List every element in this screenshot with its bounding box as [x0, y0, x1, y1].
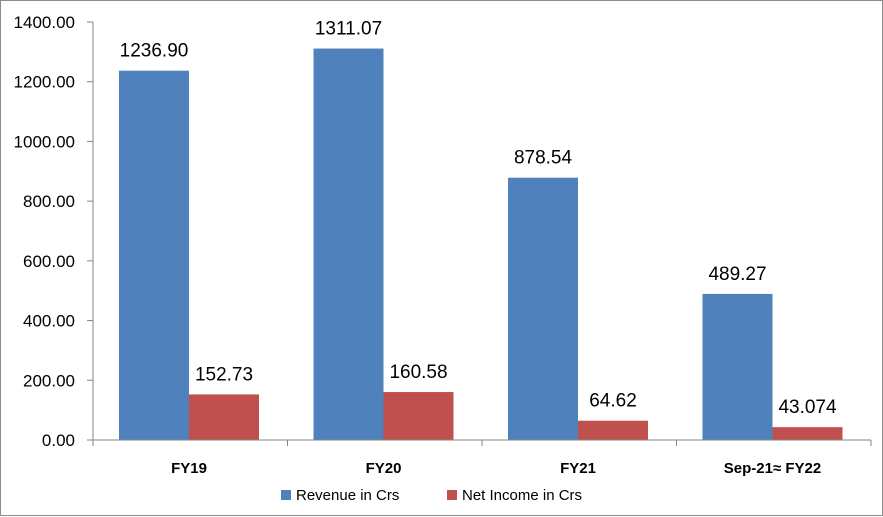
x-tick-label: FY21 — [560, 460, 596, 477]
legend-label-net-income: Net Income in Crs — [462, 487, 582, 504]
data-label: 152.73 — [195, 364, 253, 385]
x-tick-label: Sep-21≈ FY22 — [724, 460, 821, 477]
data-label: 1236.90 — [120, 41, 189, 62]
y-tick-label: 1200.00 — [14, 73, 75, 92]
data-label: 489.27 — [708, 264, 766, 285]
y-tick-label: 1400.00 — [14, 13, 75, 32]
data-label: 1311.07 — [315, 19, 382, 40]
y-tick-label: 200.00 — [23, 371, 75, 390]
x-tick-label: FY19 — [171, 460, 207, 477]
legend-label-revenue: Revenue in Crs — [296, 487, 399, 504]
data-label: 43.074 — [778, 397, 837, 418]
y-tick-label: 800.00 — [23, 192, 75, 211]
bar-revenue-3 — [702, 293, 773, 440]
legend-swatch-net-income — [447, 490, 457, 500]
bar-revenue-0 — [119, 70, 189, 441]
bar-net-income-1 — [383, 392, 454, 440]
bar-revenue-2 — [508, 177, 578, 440]
x-tick-label: FY20 — [366, 460, 402, 477]
y-tick-label: 400.00 — [23, 312, 75, 331]
y-tick-label: 0.00 — [42, 431, 75, 450]
data-label: 878.54 — [514, 148, 573, 169]
y-tick-label: 600.00 — [23, 252, 75, 271]
bar-net-income-2 — [578, 420, 648, 440]
bar-net-income-0 — [189, 394, 259, 440]
legend-swatch-revenue — [281, 490, 291, 500]
bar-revenue-1 — [313, 48, 384, 441]
bar-net-income-3 — [772, 427, 843, 440]
data-label: 160.58 — [389, 362, 447, 383]
y-tick-label: 1000.00 — [14, 132, 75, 151]
data-label: 64.62 — [589, 391, 637, 412]
